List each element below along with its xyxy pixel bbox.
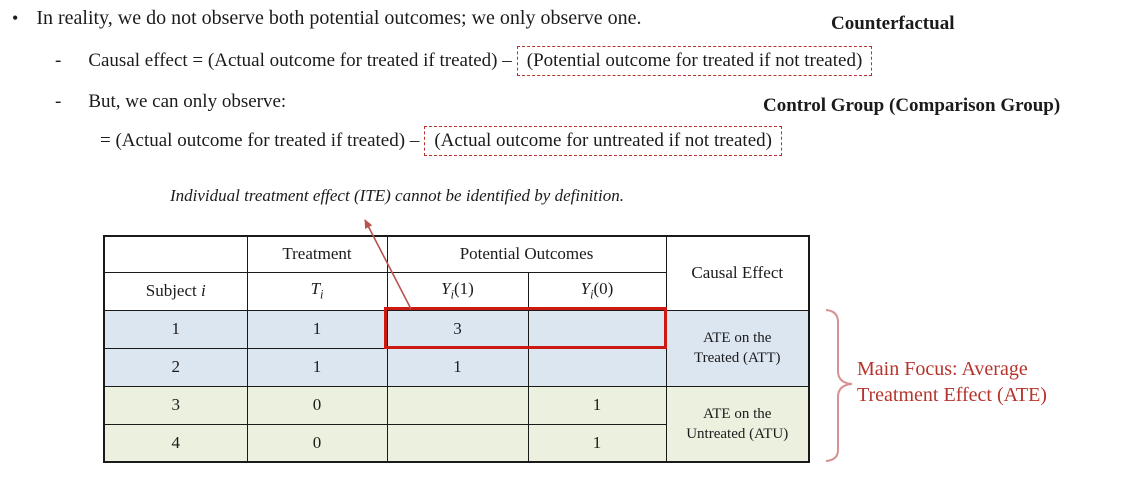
header-y0-symbol: Yi(0) xyxy=(527,271,667,311)
main-bullet-text: In reality, we do not observe both poten… xyxy=(36,7,642,29)
cell-y0: 1 xyxy=(527,385,667,425)
control-group-label: Control Group (Comparison Group) xyxy=(763,95,1061,116)
cell-treatment: 0 xyxy=(246,385,388,425)
counterfactual-label: Counterfactual xyxy=(831,13,955,34)
atu-label-cell: ATE on the Untreated (ATU) xyxy=(665,385,810,463)
header-t-symbol: Ti xyxy=(246,271,388,311)
cell-y1 xyxy=(386,423,529,463)
header-causal-effect: Causal Effect xyxy=(665,235,810,311)
causal-effect-line: - Causal effect = (Actual outcome for tr… xyxy=(55,46,873,76)
cell-y0: 1 xyxy=(527,423,667,463)
cell-treatment: 0 xyxy=(246,423,388,463)
header-empty-cell xyxy=(103,235,248,273)
equation-line: = (Actual outcome for treated if treated… xyxy=(100,126,782,156)
ite-note: Individual treatment effect (ITE) cannot… xyxy=(170,186,625,205)
bullet-icon: • xyxy=(12,8,19,28)
cell-subject: 4 xyxy=(103,423,248,463)
header-treatment: Treatment xyxy=(246,235,388,273)
header-y1-symbol: Yi(1) xyxy=(386,271,529,311)
att-label-cell: ATE on the Treated (ATT) xyxy=(665,309,810,387)
header-potential-outcomes: Potential Outcomes xyxy=(386,235,667,273)
cell-treatment: 1 xyxy=(246,309,388,349)
observe-line: - But, we can only observe: xyxy=(55,91,286,113)
cell-subject: 1 xyxy=(103,309,248,349)
cell-y0 xyxy=(527,309,667,349)
curly-brace-icon xyxy=(825,309,853,462)
causal-effect-prefix: Causal effect = (Actual outcome for trea… xyxy=(88,50,512,71)
potential-outcomes-table: Treatment Potential Outcomes Causal Effe… xyxy=(103,235,810,463)
observe-text: But, we can only observe: xyxy=(88,91,287,112)
cell-y0 xyxy=(527,347,667,387)
cell-y1: 3 xyxy=(386,309,529,349)
dash-icon: - xyxy=(55,50,62,71)
header-subject: Subject i xyxy=(103,271,248,311)
cell-subject: 2 xyxy=(103,347,248,387)
cell-y1 xyxy=(386,385,529,425)
dash-icon: - xyxy=(55,91,62,112)
main-focus-label: Main Focus: Average Treatment Effect (AT… xyxy=(857,358,1047,406)
cell-subject: 3 xyxy=(103,385,248,425)
cell-treatment: 1 xyxy=(246,347,388,387)
control-group-dashed-box: (Actual outcome for untreated if not tre… xyxy=(424,126,782,156)
equation-prefix: = (Actual outcome for treated if treated… xyxy=(100,130,420,151)
main-bullet-line: • In reality, we do not observe both pot… xyxy=(12,7,642,30)
cell-y1: 1 xyxy=(386,347,529,387)
counterfactual-dashed-box: (Potential outcome for treated if not tr… xyxy=(516,46,873,76)
